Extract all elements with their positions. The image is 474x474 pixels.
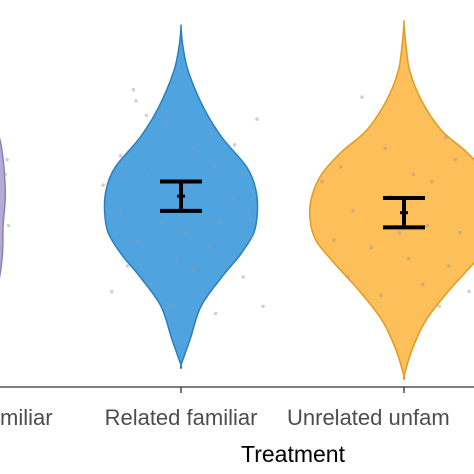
data-point-2-6 — [383, 146, 388, 151]
data-point-2-1 — [444, 135, 448, 140]
data-point-1-15 — [246, 209, 251, 213]
x-tick-label-0: miliar — [0, 405, 53, 430]
data-point-1-5 — [255, 117, 259, 121]
data-point-2-7 — [430, 179, 434, 184]
data-point-2-16 — [446, 264, 451, 268]
x-tick-label-1: Related familiar — [105, 405, 258, 430]
data-point-2-5 — [453, 157, 458, 162]
data-point-1-3 — [210, 131, 214, 136]
data-point-2-22 — [397, 231, 402, 235]
x-axis-title: Treatment — [241, 441, 346, 467]
data-point-1-19 — [135, 238, 140, 242]
data-point-2-14 — [369, 245, 374, 250]
data-point-1-14 — [218, 220, 222, 224]
data-point-1-30 — [261, 304, 265, 309]
violin-0 — [0, 137, 7, 279]
data-point-1-27 — [200, 293, 205, 298]
data-point-0-9 — [0, 260, 3, 265]
summary-layer — [160, 179, 425, 230]
data-point-1-9 — [241, 172, 246, 176]
data-point-1-25 — [241, 275, 246, 279]
data-point-0-4 — [0, 245, 4, 250]
data-point-1-11 — [146, 172, 150, 176]
data-point-1-7 — [118, 153, 123, 158]
data-point-1-6 — [163, 120, 168, 125]
point-layer — [0, 87, 471, 316]
data-point-1-22 — [222, 264, 227, 268]
data-point-1-23 — [125, 264, 130, 268]
data-point-0-6 — [5, 157, 9, 162]
data-point-1-28 — [168, 304, 173, 309]
data-point-2-12 — [458, 231, 462, 235]
data-point-1-20 — [206, 245, 211, 250]
data-point-2-0 — [360, 95, 364, 99]
data-point-1-32 — [187, 183, 192, 187]
data-point-2-21 — [411, 172, 416, 176]
data-point-2-15 — [406, 256, 411, 261]
data-point-1-16 — [118, 209, 123, 213]
violin-2 — [308, 20, 474, 380]
x-tick-label-2: Unrelated unfam — [287, 405, 450, 430]
data-point-2-17 — [346, 275, 350, 279]
data-point-1-17 — [160, 220, 164, 224]
data-point-1-26 — [148, 282, 153, 287]
data-point-1-4 — [232, 142, 237, 147]
data-point-2-19 — [378, 293, 383, 298]
data-point-1-2 — [144, 113, 149, 118]
data-point-2-11 — [425, 223, 430, 228]
data-point-1-31 — [110, 289, 114, 294]
data-point-2-4 — [320, 179, 324, 184]
data-point-1-1 — [134, 98, 138, 103]
data-point-2-18 — [420, 282, 425, 287]
data-point-1-33 — [174, 256, 179, 261]
data-point-1-21 — [250, 234, 254, 239]
data-point-2-13 — [332, 238, 336, 242]
data-point-1-18 — [183, 231, 188, 235]
data-point-2-20 — [467, 289, 471, 294]
data-point-2-3 — [338, 165, 343, 169]
tick-layer — [180, 387, 405, 393]
data-point-1-29 — [213, 311, 218, 316]
data-point-2-9 — [350, 209, 355, 213]
data-point-1-0 — [131, 87, 136, 92]
data-point-1-10 — [101, 183, 105, 187]
data-point-1-12 — [192, 146, 196, 151]
data-point-0-8 — [1, 216, 5, 220]
data-point-1-13 — [231, 198, 235, 202]
data-point-0-3 — [6, 223, 11, 228]
data-point-2-23 — [437, 304, 442, 309]
data-point-1-24 — [191, 267, 195, 272]
data-point-1-8 — [213, 165, 218, 169]
data-point-0-1 — [3, 172, 7, 176]
